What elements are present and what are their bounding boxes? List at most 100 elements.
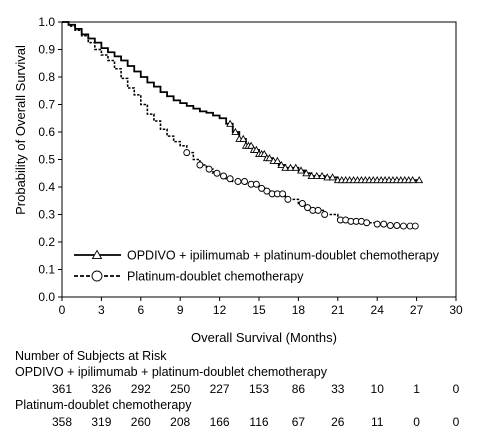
risk-count: 11 — [371, 415, 384, 426]
y-tick-label: 1.0 — [38, 15, 55, 29]
censor-mark — [263, 187, 271, 195]
legend-label: OPDIVO + ipilimumab + platinum-doublet c… — [127, 249, 440, 263]
legend-triangle-icon — [91, 249, 103, 260]
x-tick-label: 9 — [177, 303, 184, 317]
censor-mark — [415, 175, 424, 184]
risk-count: 86 — [292, 382, 306, 396]
censor-mark — [286, 163, 295, 171]
censor-mark — [284, 195, 292, 203]
censor-mark — [239, 134, 248, 142]
y-tick-label: 0.9 — [38, 43, 55, 57]
series-1 — [62, 21, 424, 184]
series-1-line — [62, 21, 420, 182]
risk-count: 358 — [52, 415, 72, 426]
censor-mark — [373, 220, 381, 228]
x-tick-label: 27 — [410, 303, 424, 317]
risk-count: 0 — [453, 382, 460, 396]
y-tick-label: 0.0 — [38, 290, 55, 304]
censor-mark — [380, 220, 388, 228]
censor-mark — [321, 211, 329, 218]
series-layer — [62, 21, 424, 230]
y-tick-label: 0.1 — [38, 263, 55, 277]
risk-count: 260 — [131, 415, 151, 426]
y-tick-label: 0.6 — [38, 125, 55, 139]
y-axis-label: Probability of Overall Survival — [13, 45, 28, 215]
x-tick-label: 21 — [331, 303, 345, 317]
censor-mark — [408, 175, 417, 184]
legend-circle-icon — [91, 270, 103, 282]
censor-mark — [318, 171, 327, 180]
legend: OPDIVO + ipilimumab + platinum-doublet c… — [74, 249, 440, 284]
censor-mark — [252, 145, 261, 153]
risk-count: 116 — [249, 415, 268, 426]
risk-count: 326 — [91, 382, 111, 396]
x-tick-label: 24 — [371, 303, 385, 317]
risk-count: 227 — [210, 382, 230, 396]
censor-mark — [400, 222, 407, 230]
x-tick-label: 12 — [213, 303, 227, 317]
risk-count: 0 — [453, 415, 460, 426]
y-tick-label: 0.3 — [38, 208, 55, 222]
censor-mark — [205, 165, 213, 173]
censor-mark — [273, 156, 282, 164]
censor-mark — [393, 222, 401, 229]
x-tick-label: 6 — [137, 303, 144, 317]
censor-mark — [196, 161, 204, 169]
risk-count: 1 — [413, 382, 420, 396]
censor-mark — [302, 169, 311, 177]
y-tick-label: 0.4 — [38, 180, 55, 194]
censor-mark — [226, 175, 234, 183]
risk-count: 26 — [331, 415, 345, 426]
risk-count: 166 — [210, 415, 230, 426]
censor-mark — [328, 173, 337, 181]
censor-mark — [260, 149, 269, 158]
censor-mark — [252, 180, 260, 188]
legend-label: Platinum-doublet chemotherapy — [127, 270, 304, 284]
censor-mark — [220, 172, 227, 180]
x-tick-label: 30 — [449, 303, 463, 317]
x-tick-label: 15 — [252, 303, 266, 317]
censor-mark — [323, 173, 332, 181]
censor-mark — [231, 127, 240, 136]
risk-row-label: Platinum-doublet chemotherapy — [15, 398, 192, 412]
x-tick-label: 18 — [292, 303, 306, 317]
risk-count: 33 — [331, 382, 345, 396]
risk-count: 319 — [91, 415, 111, 426]
y-tick-label: 0.5 — [38, 153, 55, 167]
risk-row-label: OPDIVO + ipilimumab + platinum-doublet c… — [15, 365, 328, 379]
risk-count: 0 — [413, 415, 420, 426]
y-tick-label: 0.7 — [38, 98, 55, 112]
x-tick-label: 0 — [59, 303, 66, 317]
risk-table: Number of Subjects at Risk OPDIVO + ipili… — [15, 349, 460, 426]
censor-mark — [247, 141, 256, 149]
risk-count: 153 — [249, 382, 269, 396]
y-tick-label: 0.2 — [38, 235, 55, 249]
censor-mark — [183, 149, 191, 157]
axis-ticks: 0 3 6 9 12 15 18 21 24 27 30 0.0 0.1 0.2 0.3 0.4 0.5 0.6 0… — [38, 15, 463, 317]
censor-mark — [314, 206, 322, 214]
censor-mark — [241, 178, 249, 185]
censor-mark — [226, 119, 235, 127]
risk-count: 67 — [292, 415, 306, 426]
risk-table-title: Number of Subjects at Risk — [15, 349, 167, 363]
censor-mark — [291, 163, 300, 171]
series-2 — [62, 21, 419, 230]
risk-count: 361 — [52, 382, 72, 396]
censor-mark — [265, 153, 274, 162]
censor-mark — [312, 171, 321, 180]
censor-mark — [213, 169, 221, 177]
y-tick-label: 0.8 — [38, 70, 55, 84]
censor-mark — [307, 171, 316, 180]
censor-mark — [279, 190, 287, 198]
censor-mark — [386, 222, 394, 229]
risk-count: 208 — [170, 415, 190, 426]
censor-mark — [277, 160, 286, 169]
censor-mark — [363, 219, 371, 227]
censor-mark — [297, 166, 305, 174]
censor-mark — [411, 222, 419, 230]
censor-mark — [258, 184, 266, 192]
risk-count: 10 — [371, 382, 385, 396]
risk-count: 250 — [170, 382, 190, 396]
x-axis-label: Overall Survival (Months) — [191, 330, 337, 345]
